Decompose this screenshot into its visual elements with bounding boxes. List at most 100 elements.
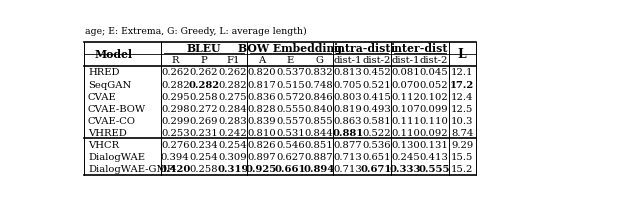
Text: 0.420: 0.420 [159,164,191,173]
Text: 0.846: 0.846 [305,92,333,101]
Text: 0.557: 0.557 [276,116,305,125]
Text: 0.536: 0.536 [362,140,391,149]
Text: inter-dist: inter-dist [391,43,449,54]
Text: 0.070: 0.070 [391,80,420,89]
Text: 0.262: 0.262 [189,68,218,77]
Text: 0.836: 0.836 [247,92,276,101]
Text: DialogWAE-GMP: DialogWAE-GMP [88,164,173,173]
Text: 15.5: 15.5 [451,152,474,161]
Text: 0.282: 0.282 [161,80,189,89]
Text: 0.546: 0.546 [276,140,305,149]
Text: P: P [200,56,207,65]
Text: 0.651: 0.651 [362,152,391,161]
Text: 0.231: 0.231 [189,128,218,137]
Text: 0.275: 0.275 [218,92,247,101]
Text: 0.110: 0.110 [420,116,449,125]
Text: 0.515: 0.515 [276,80,305,89]
Text: 0.844: 0.844 [305,128,333,137]
Text: 0.555: 0.555 [276,104,305,113]
Text: BLEU: BLEU [187,43,221,54]
Text: 0.832: 0.832 [305,68,333,77]
Text: SeqGAN: SeqGAN [88,80,131,89]
Text: 0.242: 0.242 [218,128,247,137]
Text: L: L [458,48,467,61]
Text: 0.262: 0.262 [218,68,247,77]
Text: 0.258: 0.258 [189,92,218,101]
Text: 0.522: 0.522 [362,128,391,137]
Text: dist-2: dist-2 [420,56,449,65]
Text: 0.863: 0.863 [333,116,362,125]
Text: 0.840: 0.840 [305,104,333,113]
Text: 0.493: 0.493 [362,104,391,113]
Text: 0.817: 0.817 [247,80,276,89]
Text: 0.309: 0.309 [218,152,247,161]
Text: 12.4: 12.4 [451,92,474,101]
Text: Model: Model [94,49,132,60]
Text: 0.661: 0.661 [275,164,306,173]
Text: 0.319: 0.319 [217,164,248,173]
Text: CVAE: CVAE [88,92,116,101]
Text: 0.110: 0.110 [391,128,420,137]
Text: VHCR: VHCR [88,140,119,149]
Text: 0.112: 0.112 [391,92,420,101]
Text: intra-dist: intra-dist [333,43,391,54]
Text: 0.130: 0.130 [391,140,420,149]
Text: 0.415: 0.415 [362,92,391,101]
Text: G: G [315,56,323,65]
Text: 0.887: 0.887 [305,152,333,161]
Text: 0.269: 0.269 [189,116,218,125]
Text: 0.851: 0.851 [305,140,333,149]
Text: 0.107: 0.107 [391,104,420,113]
Text: 0.276: 0.276 [161,140,189,149]
Text: 0.839: 0.839 [247,116,276,125]
Text: 12.1: 12.1 [451,68,474,77]
Text: dist-1: dist-1 [333,56,362,65]
Text: 0.092: 0.092 [420,128,449,137]
Text: 10.3: 10.3 [451,116,474,125]
Text: 0.295: 0.295 [161,92,189,101]
Text: 0.713: 0.713 [333,164,362,173]
Text: 0.671: 0.671 [361,164,392,173]
Text: 8.74: 8.74 [451,128,474,137]
Text: F1: F1 [226,56,239,65]
Text: 0.705: 0.705 [333,80,362,89]
Text: 0.413: 0.413 [420,152,449,161]
Text: 0.253: 0.253 [161,128,189,137]
Text: 0.581: 0.581 [362,116,391,125]
Text: 0.283: 0.283 [218,116,247,125]
Text: 0.452: 0.452 [362,68,391,77]
Text: 0.111: 0.111 [391,116,420,125]
Text: 0.828: 0.828 [247,104,276,113]
Text: dist-2: dist-2 [362,56,391,65]
Text: 0.099: 0.099 [420,104,449,113]
Text: 0.855: 0.855 [305,116,333,125]
Text: 0.820: 0.820 [247,68,276,77]
Text: R: R [172,56,179,65]
Text: 0.881: 0.881 [332,128,364,137]
Text: 12.5: 12.5 [451,104,474,113]
Text: 0.254: 0.254 [218,140,247,149]
Text: DialogWAE: DialogWAE [88,152,145,161]
Text: 0.531: 0.531 [276,128,305,137]
Text: 0.897: 0.897 [247,152,276,161]
Text: 0.234: 0.234 [189,140,218,149]
Text: 0.925: 0.925 [246,164,277,173]
Text: 0.081: 0.081 [391,68,420,77]
Text: 0.810: 0.810 [247,128,276,137]
Text: VHRED: VHRED [88,128,127,137]
Text: 0.627: 0.627 [276,152,305,161]
Text: 0.333: 0.333 [390,164,421,173]
Text: 0.282: 0.282 [218,80,247,89]
Text: 0.555: 0.555 [419,164,450,173]
Text: 0.819: 0.819 [333,104,362,113]
Text: 0.572: 0.572 [276,92,305,101]
Text: 0.245: 0.245 [391,152,420,161]
Text: 0.803: 0.803 [333,92,362,101]
Text: 0.045: 0.045 [420,68,449,77]
Text: 0.537: 0.537 [276,68,305,77]
Text: 17.2: 17.2 [450,80,474,89]
Text: 0.262: 0.262 [161,68,189,77]
Text: 0.102: 0.102 [420,92,449,101]
Text: E: E [287,56,294,65]
Text: 0.299: 0.299 [161,116,189,125]
